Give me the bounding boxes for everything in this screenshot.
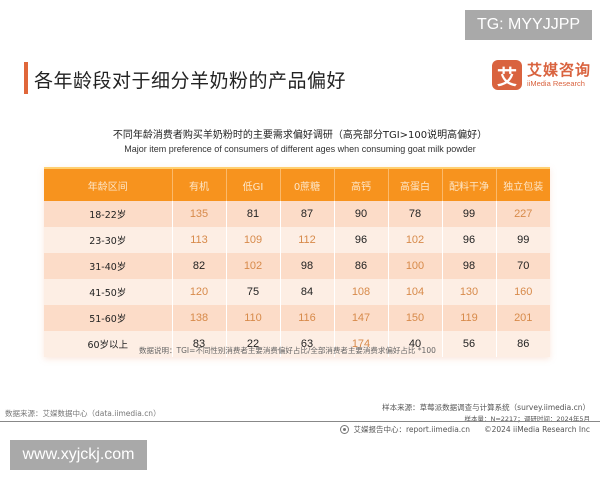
age-range-cell: 18-22岁 bbox=[44, 201, 173, 227]
watermark-site: www.xyjckj.com bbox=[10, 440, 147, 470]
tgi-value-cell: 109 bbox=[226, 227, 281, 253]
tgi-value-cell: 110 bbox=[226, 305, 281, 331]
tgi-value-cell: 108 bbox=[334, 279, 389, 305]
tgi-value-cell: 201 bbox=[496, 305, 550, 331]
col-header-age: 年龄区间 bbox=[44, 167, 173, 201]
tgi-value-cell: 81 bbox=[226, 201, 281, 227]
tgi-value-cell: 40 bbox=[388, 331, 443, 357]
footer-credits: 艾媒报告中心：report.iimedia.cn ©2024 iiMedia R… bbox=[340, 424, 590, 435]
age-range-cell: 23-30岁 bbox=[44, 227, 173, 253]
tgi-value-cell: 56 bbox=[442, 331, 497, 357]
tgi-value-cell: 96 bbox=[442, 227, 497, 253]
tgi-value-cell: 227 bbox=[496, 201, 550, 227]
tgi-value-cell: 99 bbox=[442, 201, 497, 227]
tgi-value-cell: 150 bbox=[388, 305, 443, 331]
tgi-value-cell: 86 bbox=[334, 253, 389, 279]
tgi-value-cell: 83 bbox=[172, 331, 227, 357]
tgi-value-cell: 78 bbox=[388, 201, 443, 227]
table-row: 31-40岁 82 102 98 86 100 98 70 bbox=[44, 253, 550, 279]
age-range-cell: 60岁以上 bbox=[44, 331, 173, 357]
tgi-value-cell: 130 bbox=[442, 279, 497, 305]
report-center: 艾媒报告中心：report.iimedia.cn bbox=[353, 425, 471, 434]
tgi-value-cell: 86 bbox=[496, 331, 550, 357]
tgi-value-cell: 160 bbox=[496, 279, 550, 305]
tgi-value-cell: 100 bbox=[388, 253, 443, 279]
footer-divider bbox=[0, 421, 600, 422]
copyright: ©2024 iiMedia Research Inc bbox=[484, 425, 590, 434]
sample-source: 样本来源：草莓派数据调查与计算系统（survey.iimedia.cn） bbox=[382, 403, 590, 412]
table-row: 51-60岁 138 110 116 147 150 119 201 bbox=[44, 305, 550, 331]
col-header-organic: 有机 bbox=[172, 167, 227, 201]
logo-en: iiMedia Research bbox=[527, 78, 585, 88]
age-range-cell: 31-40岁 bbox=[44, 253, 173, 279]
tgi-value-cell: 75 bbox=[226, 279, 281, 305]
tgi-table: 年龄区间 有机 低GI 0蔗糖 高钙 高蛋白 配料干净 独立包装 18-22岁 1… bbox=[44, 167, 550, 357]
report-center-icon bbox=[340, 425, 350, 434]
tgi-value-cell: 82 bbox=[172, 253, 227, 279]
tgi-value-cell: 174 bbox=[334, 331, 389, 357]
logo-mark-icon: 艾 bbox=[492, 60, 522, 90]
tgi-value-cell: 84 bbox=[280, 279, 335, 305]
tgi-value-cell: 70 bbox=[496, 253, 550, 279]
tgi-value-cell: 138 bbox=[172, 305, 227, 331]
data-note: 数据说明：TGI=不同性别消费者主要消费偏好占比/全部消费者主要消费求偏好占比 … bbox=[139, 346, 436, 355]
tgi-value-cell: 102 bbox=[388, 227, 443, 253]
table-header-row: 年龄区间 有机 低GI 0蔗糖 高钙 高蛋白 配料干净 独立包装 bbox=[44, 167, 550, 201]
col-header-high-calcium: 高钙 bbox=[334, 167, 389, 201]
tgi-value-cell: 98 bbox=[280, 253, 335, 279]
col-header-clean-ingredients: 配料干净 bbox=[442, 167, 497, 201]
tgi-value-cell: 135 bbox=[172, 201, 227, 227]
tgi-value-cell: 22 bbox=[226, 331, 281, 357]
table-row: 60岁以上 83 22 63 174 40 56 86 bbox=[44, 331, 550, 357]
age-range-cell: 41-50岁 bbox=[44, 279, 173, 305]
tgi-value-cell: 104 bbox=[388, 279, 443, 305]
watermark-tg: TG: MYYJJPP bbox=[465, 10, 592, 40]
tgi-value-cell: 147 bbox=[334, 305, 389, 331]
sample-info: 样本量：N=2217；调研时间：2024年5月 bbox=[464, 415, 590, 423]
tgi-value-cell: 112 bbox=[280, 227, 335, 253]
tgi-value-cell: 63 bbox=[280, 331, 335, 357]
tgi-value-cell: 90 bbox=[334, 201, 389, 227]
iimedia-logo: 艾 艾媒咨询 iiMedia Research bbox=[492, 60, 591, 90]
age-range-cell: 51-60岁 bbox=[44, 305, 173, 331]
col-header-high-protein: 高蛋白 bbox=[388, 167, 443, 201]
table-row: 41-50岁 120 75 84 108 104 130 160 bbox=[44, 279, 550, 305]
tgi-value-cell: 102 bbox=[226, 253, 281, 279]
tgi-value-cell: 98 bbox=[442, 253, 497, 279]
chart-title: 不同年龄消费者购买羊奶粉时的主要需求偏好调研（高亮部分TGI>100说明高偏好） bbox=[112, 130, 488, 141]
chart-subtitle: Major item preference of consumers of di… bbox=[124, 144, 476, 154]
col-header-zero-sucrose: 0蔗糖 bbox=[280, 167, 335, 201]
table-row: 18-22岁 135 81 87 90 78 99 227 bbox=[44, 201, 550, 227]
tgi-value-cell: 99 bbox=[496, 227, 550, 253]
tgi-value-cell: 87 bbox=[280, 201, 335, 227]
col-header-individual-pack: 独立包装 bbox=[496, 167, 550, 201]
tgi-value-cell: 113 bbox=[172, 227, 227, 253]
page-title: 各年龄段对于细分羊奶粉的产品偏好 bbox=[34, 70, 347, 92]
table-row: 23-30岁 113 109 112 96 102 96 99 bbox=[44, 227, 550, 253]
col-header-low-gi: 低GI bbox=[226, 167, 281, 201]
logo-cn: 艾媒咨询 bbox=[527, 60, 592, 79]
tgi-value-cell: 119 bbox=[442, 305, 497, 331]
tgi-value-cell: 116 bbox=[280, 305, 335, 331]
title-accent-bar bbox=[24, 62, 28, 94]
data-source: 数据来源：艾媒数据中心（data.iimedia.cn） bbox=[5, 409, 161, 418]
tgi-value-cell: 120 bbox=[172, 279, 227, 305]
tgi-value-cell: 96 bbox=[334, 227, 389, 253]
